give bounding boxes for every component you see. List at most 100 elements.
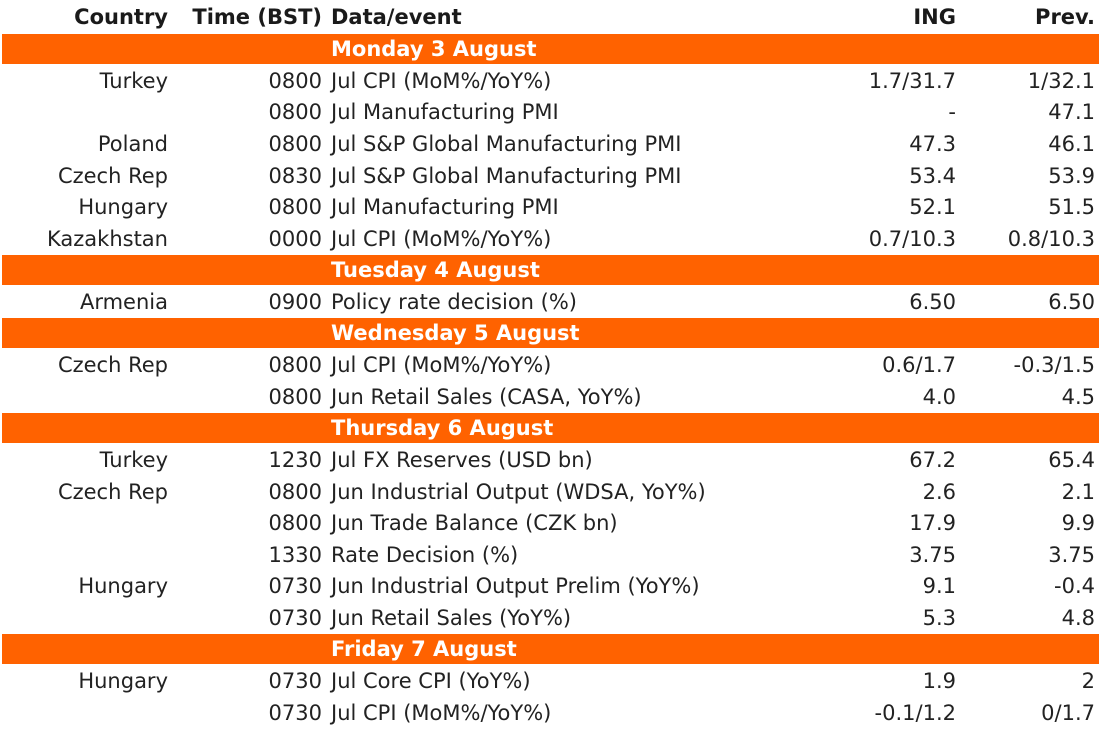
table-row: 0730 Jun Retail Sales (YoY%) 5.3 4.8 (0, 603, 1101, 635)
table-row: Turkey 0800 Jul CPI (MoM%/YoY%) 1.7/31.7 1/3… (0, 66, 1101, 98)
cell-prev: 2.1 (1061, 479, 1095, 504)
cell-country: Turkey (99, 448, 168, 473)
table-row: Hungary 0800 Jul Manufacturing PMI 52.1 51.5 (0, 192, 1101, 224)
cell-country: Czech Rep (57, 353, 168, 378)
table-row: Czech Rep 0800 Jun Industrial Output (WDSA… (0, 476, 1101, 508)
cell-event: Jun Trade Balance (CZK bn) (331, 511, 618, 536)
cell-prev: 2 (1081, 669, 1095, 694)
cell-time: 0000 (268, 226, 322, 251)
cell-time: 0730 (268, 700, 322, 725)
table-row: Hungary 0730 Jun Industrial Output Prelim … (0, 571, 1101, 603)
cell-prev: 6.50 (1048, 290, 1095, 315)
header-ing: ING (913, 4, 956, 29)
cell-prev: 46.1 (1048, 132, 1095, 157)
header-row: Country Time (BST) Data/event ING Prev. (0, 0, 1101, 34)
cell-time: 0800 (268, 479, 322, 504)
day-header: Tuesday 4 August (2, 255, 1099, 286)
cell-ing: 4.0 (922, 384, 956, 409)
cell-prev: 4.5 (1061, 384, 1095, 409)
table-row: 1330 Rate Decision (%) 3.75 3.75 (0, 540, 1101, 572)
cell-event: Jul Manufacturing PMI (331, 195, 559, 220)
cell-country: Hungary (78, 195, 168, 220)
cell-country: Kazakhstan (47, 226, 168, 251)
cell-ing: 17.9 (909, 511, 956, 536)
cell-event: Policy rate decision (%) (331, 290, 577, 315)
header-time: Time (BST) (192, 4, 322, 29)
cell-country: Czech Rep (57, 163, 168, 188)
cell-time: 0800 (268, 511, 322, 536)
table-row: 0800 Jul Manufacturing PMI - 47.1 (0, 97, 1101, 129)
cell-ing: 2.6 (922, 479, 956, 504)
table-row: 0800 Jun Trade Balance (CZK bn) 17.9 9.9 (0, 508, 1101, 540)
day-label: Thursday 6 August (331, 415, 554, 440)
cell-ing: 53.4 (909, 163, 956, 188)
table-row: Hungary 0730 Jul Core CPI (YoY%) 1.9 2 (0, 666, 1101, 698)
cell-ing: 47.3 (909, 132, 956, 157)
cell-prev: 4.8 (1061, 605, 1095, 630)
cell-event: Jul CPI (MoM%/YoY%) (331, 68, 552, 93)
cell-event: Jul Core CPI (YoY%) (331, 669, 531, 694)
header-country: Country (74, 4, 168, 29)
table-row: Poland 0800 Jul S&P Global Manufacturing P… (0, 129, 1101, 161)
cell-event: Jul CPI (MoM%/YoY%) (331, 700, 552, 725)
day-label: Friday 7 August (331, 636, 517, 661)
cell-ing: 1.7/31.7 (868, 68, 956, 93)
cell-time: 0800 (268, 195, 322, 220)
cell-time: 0800 (268, 132, 322, 157)
table-row: 0800 Jun Retail Sales (CASA, YoY%) 4.0 4.5 (0, 382, 1101, 414)
cell-event: Jul FX Reserves (USD bn) (331, 448, 593, 473)
cell-time: 0800 (268, 68, 322, 93)
cell-prev: 53.9 (1048, 163, 1095, 188)
cell-time: 0800 (268, 100, 322, 125)
cell-prev: 3.75 (1048, 542, 1095, 567)
cell-event: Jun Industrial Output (WDSA, YoY%) (331, 479, 706, 504)
cell-time: 0900 (268, 290, 322, 315)
table-body: Monday 3 August Turkey 0800 Jul CPI (MoM%/Y… (0, 34, 1101, 729)
cell-time: 1230 (268, 448, 322, 473)
cell-country: Armenia (79, 290, 168, 315)
cell-prev: 65.4 (1048, 448, 1095, 473)
cell-ing: 3.75 (909, 542, 956, 567)
cell-ing: 0.7/10.3 (868, 226, 956, 251)
cell-ing: 0.6/1.7 (882, 353, 956, 378)
header-event: Data/event (331, 4, 462, 29)
cell-ing: 5.3 (922, 605, 956, 630)
cell-ing: 52.1 (909, 195, 956, 220)
cell-country: Poland (97, 132, 168, 157)
day-header: Thursday 6 August (2, 413, 1099, 444)
cell-prev: -0.3/1.5 (1013, 353, 1095, 378)
cell-event: Jul S&P Global Manufacturing PMI (331, 163, 682, 188)
table-row: Kazakhstan 0000 Jul CPI (MoM%/YoY%) 0.7/10.… (0, 224, 1101, 256)
cell-ing: 67.2 (909, 448, 956, 473)
day-header: Friday 7 August (2, 634, 1099, 665)
cell-event: Jul CPI (MoM%/YoY%) (331, 353, 552, 378)
cell-time: 1330 (268, 542, 322, 567)
cell-event: Jul CPI (MoM%/YoY%) (331, 226, 552, 251)
cell-ing: -0.1/1.2 (874, 700, 956, 725)
cell-time: 0800 (268, 353, 322, 378)
cell-event: Jul Manufacturing PMI (331, 100, 559, 125)
header-prev: Prev. (1035, 4, 1095, 29)
cell-prev: 9.9 (1061, 511, 1095, 536)
table-row: 0730 Jul CPI (MoM%/YoY%) -0.1/1.2 0/1.7 (0, 697, 1101, 729)
cell-time: 0830 (268, 163, 322, 188)
cell-prev: 0.8/10.3 (1007, 226, 1095, 251)
cell-prev: -0.4 (1054, 574, 1095, 599)
cell-country: Czech Rep (57, 479, 168, 504)
day-label: Tuesday 4 August (331, 257, 540, 282)
cell-event: Jun Retail Sales (CASA, YoY%) (331, 384, 642, 409)
cell-ing: 1.9 (922, 669, 956, 694)
cell-event: Jul S&P Global Manufacturing PMI (331, 132, 682, 157)
table-row: Czech Rep 0800 Jul CPI (MoM%/YoY%) 0.6/1.7 -… (0, 350, 1101, 382)
cell-time: 0730 (268, 605, 322, 630)
day-label: Monday 3 August (331, 36, 537, 61)
day-header: Wednesday 5 August (2, 318, 1099, 349)
cell-event: Jun Industrial Output Prelim (YoY%) (331, 574, 700, 599)
table-row: Turkey 1230 Jul FX Reserves (USD bn) 67.2 65… (0, 445, 1101, 477)
table-row: Czech Rep 0830 Jul S&P Global Manufacturin… (0, 160, 1101, 192)
table-row: Armenia 0900 Policy rate decision (%) 6.50 6… (0, 287, 1101, 319)
cell-time: 0730 (268, 574, 322, 599)
cell-ing: 6.50 (909, 290, 956, 315)
day-header: Monday 3 August (2, 34, 1099, 64)
